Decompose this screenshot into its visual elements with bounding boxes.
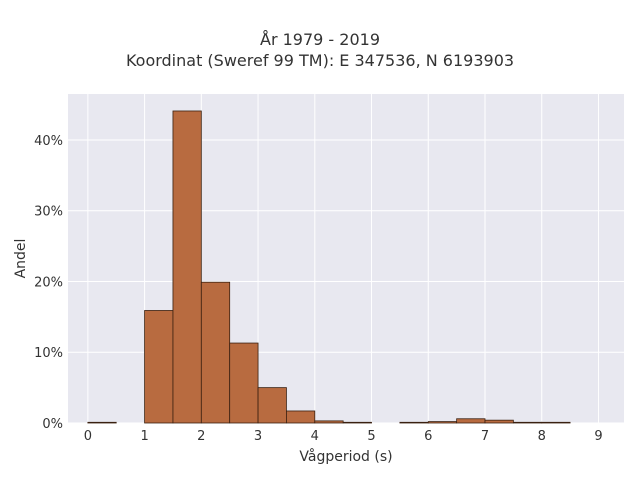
x-tick-label: 9: [594, 429, 602, 444]
x-tick-label: 8: [538, 429, 546, 444]
histogram-bar: [427, 421, 458, 424]
y-axis-label: Andel: [13, 239, 29, 279]
y-tick-label: 10%: [34, 346, 63, 361]
x-axis-ticks: 0 1 2 3 4 5 6 7 8 9: [84, 429, 603, 444]
histogram-bar: [200, 281, 231, 424]
y-tick-label: 20%: [34, 275, 63, 290]
histogram-bar: [286, 410, 316, 424]
histogram-bar: [257, 387, 287, 424]
x-tick-label: 3: [254, 429, 262, 444]
chart-subtitle: Koordinat (Sweref 99 TM): E 347536, N 61…: [125, 51, 515, 70]
x-tick-label: 0: [84, 429, 92, 444]
x-tick-label: 5: [367, 429, 375, 444]
x-tick-label: 6: [424, 429, 432, 444]
histogram-bar: [144, 310, 174, 424]
y-tick-label: 40%: [34, 134, 63, 149]
histogram-bar: [314, 420, 344, 424]
histogram-bar: [87, 421, 117, 424]
histogram-bar: [484, 419, 514, 424]
y-tick-label: 0%: [42, 417, 63, 432]
histogram-bar: [229, 342, 259, 424]
chart-title: År 1979 - 2019: [260, 30, 380, 49]
histogram-bars: [87, 110, 571, 424]
x-tick-label: 2: [197, 429, 205, 444]
histogram-bar: [456, 418, 486, 424]
x-tick-label: 4: [311, 429, 319, 444]
histogram-bar: [512, 421, 543, 424]
y-axis-ticks: 0% 10% 20% 30% 40%: [34, 134, 63, 432]
histogram-bar: [541, 421, 571, 424]
y-tick-label: 30%: [34, 205, 63, 220]
x-axis-label: Vågperiod (s): [299, 448, 392, 465]
x-tick-label: 7: [481, 429, 489, 444]
x-tick-label: 1: [140, 429, 148, 444]
histogram-bar: [172, 110, 202, 424]
histogram-bar: [399, 421, 429, 424]
histogram-bar: [342, 421, 372, 424]
